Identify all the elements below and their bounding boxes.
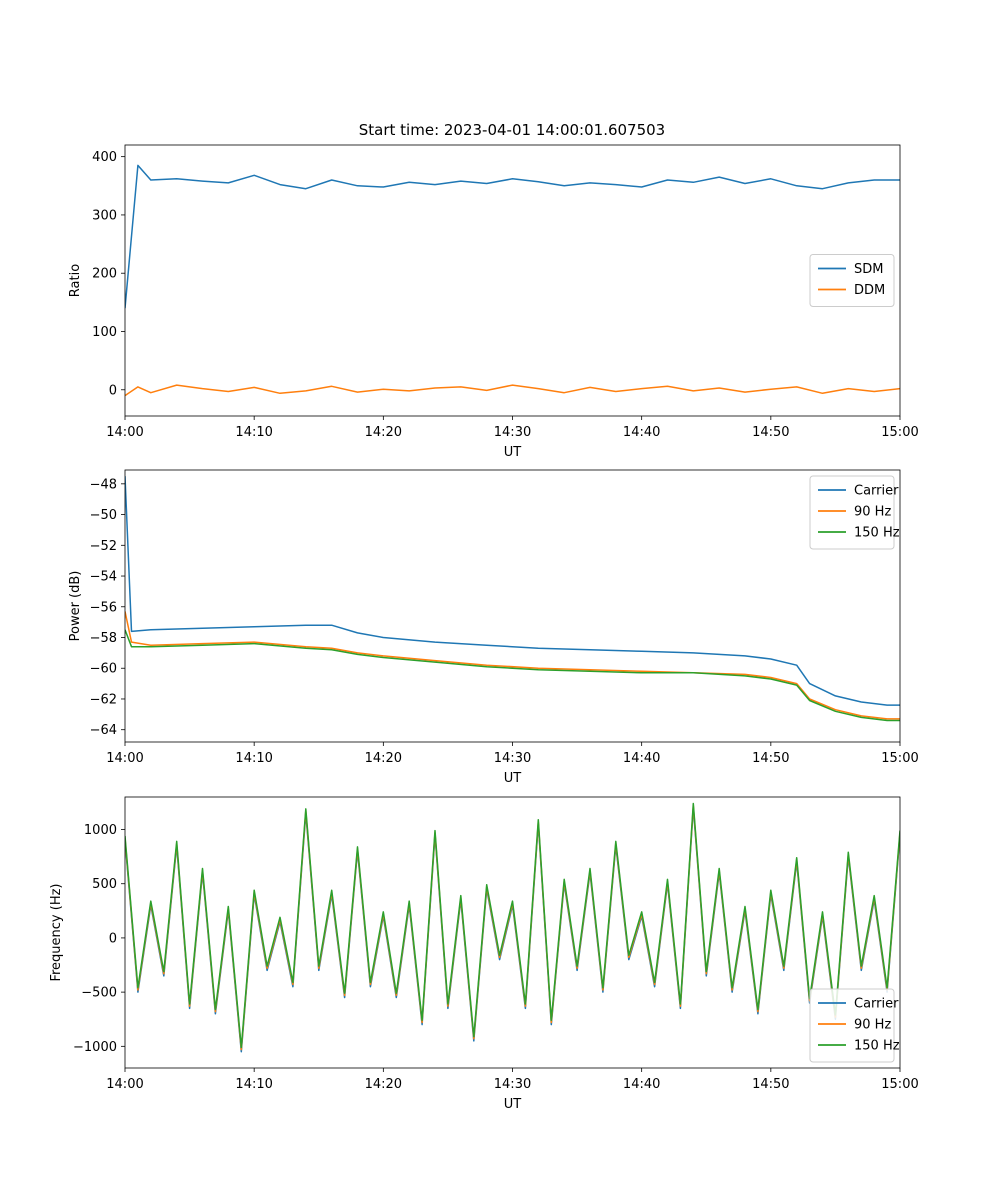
legend-label: SDM xyxy=(854,262,883,277)
series-line-ddm xyxy=(125,384,900,397)
y-tick-label: −52 xyxy=(90,539,117,554)
y-axis-label: Ratio xyxy=(68,264,83,297)
legend-label: 90 Hz xyxy=(854,505,891,520)
y-tick-label: 200 xyxy=(92,267,117,282)
legend-label: Carrier xyxy=(854,484,899,499)
x-tick-label: 14:40 xyxy=(623,425,660,440)
series-line-carrier xyxy=(125,476,900,706)
x-tick-label: 14:00 xyxy=(106,751,143,766)
chart-1: 14:00 14:10 14:20 14:30 14:40 14:50 15:00 0 100 2… xyxy=(68,144,919,460)
y-axis-label: Frequency (Hz) xyxy=(49,883,64,981)
y-tick-label: −64 xyxy=(90,723,117,738)
y-tick-label: −56 xyxy=(90,600,117,615)
y-tick-label: −1000 xyxy=(73,1040,117,1055)
y-tick-label: 300 xyxy=(92,208,117,223)
series-line-90-hz xyxy=(125,804,900,1051)
legend-label: Carrier xyxy=(854,997,899,1012)
y-tick-label: −48 xyxy=(90,477,117,492)
y-tick-label: −62 xyxy=(90,692,117,707)
y-tick-label: −58 xyxy=(90,631,117,646)
x-tick-label: 14:10 xyxy=(235,425,272,440)
x-tick-label: 14:20 xyxy=(365,1077,402,1092)
x-tick-label: 14:00 xyxy=(106,1077,143,1092)
series-line-150-hz xyxy=(125,802,900,1049)
x-tick-label: 14:10 xyxy=(235,751,272,766)
y-tick-label: −54 xyxy=(90,570,117,585)
y-tick-label: 100 xyxy=(92,325,117,340)
x-tick-label: 14:20 xyxy=(365,425,402,440)
x-axis-label: UT xyxy=(504,771,522,786)
chart-2: 14:00 14:10 14:20 14:30 14:40 14:50 15:00 −48 −5… xyxy=(68,469,919,786)
y-tick-label: −60 xyxy=(90,662,117,677)
plot-frame xyxy=(124,469,901,743)
legend: SDM DDM xyxy=(809,254,895,307)
y-tick-label: 1000 xyxy=(84,823,117,838)
x-tick-label: 14:30 xyxy=(494,751,531,766)
series-line-150-hz xyxy=(125,629,900,722)
legend-label: 150 Hz xyxy=(854,1039,900,1054)
x-axis-label: UT xyxy=(504,1097,522,1112)
y-tick-label: 0 xyxy=(109,383,117,398)
x-tick-label: 14:20 xyxy=(365,751,402,766)
x-tick-label: 14:40 xyxy=(623,1077,660,1092)
legend: Carrier 90 Hz 150 Hz xyxy=(809,475,900,550)
x-tick-label: 15:00 xyxy=(881,425,918,440)
x-axis-label: UT xyxy=(504,445,522,460)
x-tick-label: 14:30 xyxy=(494,1077,531,1092)
series-line-sdm xyxy=(125,164,900,309)
legend-label: 150 Hz xyxy=(854,526,900,541)
x-tick-label: 14:10 xyxy=(235,1077,272,1092)
y-tick-label: −50 xyxy=(90,508,117,523)
y-axis-label: Power (dB) xyxy=(68,571,83,642)
plot-frame xyxy=(124,144,901,417)
x-tick-label: 14:50 xyxy=(752,751,789,766)
x-tick-label: 15:00 xyxy=(881,1077,918,1092)
legend-label: DDM xyxy=(854,283,885,298)
x-tick-label: 14:00 xyxy=(106,425,143,440)
figure-title: Start time: 2023-04-01 14:00:01.607503 xyxy=(359,121,665,139)
plot-frame xyxy=(124,796,901,1069)
y-tick-label: 0 xyxy=(109,931,117,946)
y-tick-label: 500 xyxy=(92,877,117,892)
legend-box xyxy=(809,254,895,307)
y-tick-label: −500 xyxy=(81,986,117,1001)
series-line-carrier xyxy=(125,807,900,1053)
y-tick-label: 400 xyxy=(92,150,117,165)
series-line-90-hz xyxy=(125,611,900,720)
x-tick-label: 14:50 xyxy=(752,425,789,440)
legend-box xyxy=(809,988,895,1063)
x-tick-label: 14:30 xyxy=(494,425,531,440)
chart-3: 14:00 14:10 14:20 14:30 14:40 14:50 15:00 1000 5… xyxy=(49,796,919,1112)
legend-label: 90 Hz xyxy=(854,1018,891,1033)
x-tick-label: 14:40 xyxy=(623,751,660,766)
x-tick-label: 15:00 xyxy=(881,751,918,766)
x-tick-label: 14:50 xyxy=(752,1077,789,1092)
legend: Carrier 90 Hz 150 Hz xyxy=(809,988,900,1063)
legend-box xyxy=(809,475,895,550)
